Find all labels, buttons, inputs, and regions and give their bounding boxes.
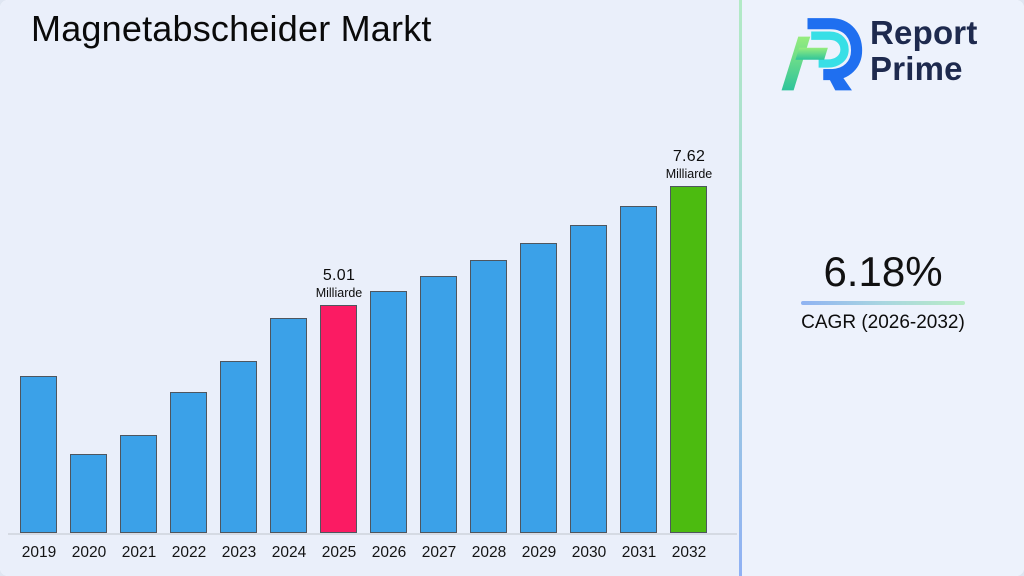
year-label-2029: 2029 xyxy=(521,544,557,561)
chart-panel: Magnetabscheider Markt 2019 2020 2021 2022 2… xyxy=(8,0,737,576)
year-label-2031: 2031 xyxy=(621,544,657,561)
year-label-2032: 2032 xyxy=(671,544,707,561)
annotation-value: 5.01 xyxy=(322,267,356,284)
annotation-unit: Milliarde xyxy=(315,286,363,300)
cagr-label: CAGR (2026-2032) xyxy=(801,312,965,333)
bar-2030 xyxy=(570,225,607,533)
bar-2026 xyxy=(370,291,407,533)
year-label-2027: 2027 xyxy=(421,544,457,561)
chart-title: Magnetabscheider Markt xyxy=(31,8,432,49)
report-prime-logo-text: Report Prime xyxy=(870,15,978,87)
bar-column-2028: 2028 xyxy=(464,0,514,576)
bar-2020 xyxy=(70,454,107,533)
bar-column-2021: 2021 xyxy=(114,0,164,576)
year-label-2019: 2019 xyxy=(21,544,57,561)
bar-2031 xyxy=(620,206,657,533)
bar-2019 xyxy=(20,376,57,533)
bar-2022 xyxy=(170,392,207,533)
year-label-2023: 2023 xyxy=(221,544,257,561)
bar-2027 xyxy=(420,276,457,533)
annotation-value: 7.62 xyxy=(672,148,706,165)
bar-2025 xyxy=(320,305,357,533)
bar-column-2026: 2026 xyxy=(364,0,414,576)
bar-column-2020: 2020 xyxy=(64,0,114,576)
year-label-2030: 2030 xyxy=(571,544,607,561)
bar-column-2022: 2022 xyxy=(164,0,214,576)
bar-2021 xyxy=(120,435,157,533)
report-prime-logo: Report Prime xyxy=(776,7,978,95)
bar-column-2032: 2032 7.62 Milliarde xyxy=(664,0,714,576)
side-panel: Report Prime 6.18% CAGR (2026-2032) xyxy=(742,0,1024,576)
year-label-2028: 2028 xyxy=(471,544,507,561)
report-prime-logo-icon xyxy=(781,18,863,91)
bar-2032 xyxy=(670,186,707,533)
bar-column-2030: 2030 xyxy=(564,0,614,576)
cagr-underline xyxy=(801,301,965,305)
year-label-2022: 2022 xyxy=(171,544,207,561)
value-annotation-2032: 7.62 Milliarde xyxy=(652,148,726,181)
bar-column-2031: 2031 xyxy=(614,0,664,576)
year-label-2024: 2024 xyxy=(271,544,307,561)
year-label-2020: 2020 xyxy=(71,544,107,561)
panel-divider xyxy=(739,0,742,576)
cagr-block: 6.18% CAGR (2026-2032) xyxy=(742,248,1024,334)
bar-2024 xyxy=(270,318,307,533)
logo-word-report: Report xyxy=(870,14,978,51)
bar-2028 xyxy=(470,260,507,533)
value-annotation-2025: 5.01 Milliarde xyxy=(302,267,376,300)
annotation-unit: Milliarde xyxy=(665,167,713,181)
bar-column-2024: 2024 xyxy=(264,0,314,576)
bar-2023 xyxy=(220,361,257,533)
bar-column-2019: 2019 xyxy=(14,0,64,576)
bar-2029 xyxy=(520,243,557,533)
bar-column-2023: 2023 xyxy=(214,0,264,576)
bar-column-2027: 2027 xyxy=(414,0,464,576)
bar-chart: 2019 2020 2021 2022 2023 2024 2025 5.01 Milliard… xyxy=(8,0,737,576)
bar-column-2029: 2029 xyxy=(514,0,564,576)
bars-container: 2019 2020 2021 2022 2023 2024 2025 5.01 Milliard… xyxy=(14,0,724,576)
x-axis-line xyxy=(8,533,737,535)
logo-word-prime: Prime xyxy=(870,50,963,87)
bar-column-2025: 2025 5.01 Milliarde xyxy=(314,0,364,576)
year-label-2021: 2021 xyxy=(121,544,157,561)
year-label-2026: 2026 xyxy=(371,544,407,561)
cagr-value: 6.18% xyxy=(823,248,943,295)
year-label-2025: 2025 xyxy=(321,544,357,561)
